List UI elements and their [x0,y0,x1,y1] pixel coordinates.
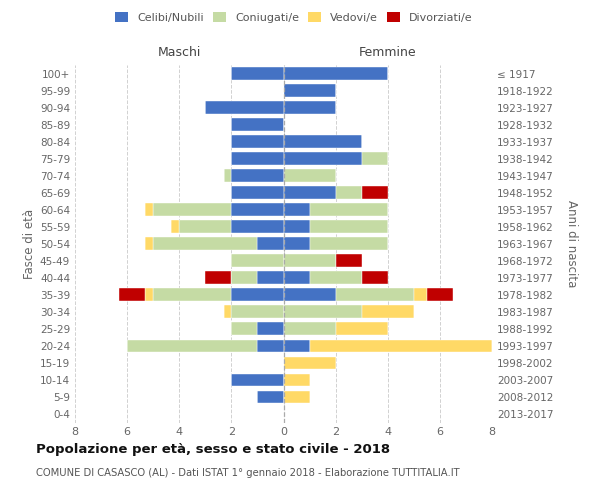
Bar [232,322,257,336]
Bar [310,220,388,233]
Bar [284,135,362,148]
Bar [232,306,284,318]
Text: Femmine: Femmine [359,46,416,59]
Bar [205,272,232,284]
Bar [232,288,284,301]
Bar [205,101,284,114]
Bar [232,272,257,284]
Bar [335,288,414,301]
Bar [414,288,427,301]
Bar [232,67,284,80]
Bar [284,220,310,233]
Bar [284,152,362,165]
Bar [310,340,492,352]
Bar [179,220,232,233]
Bar [257,340,284,352]
Bar [145,238,153,250]
Bar [257,272,284,284]
Bar [224,170,232,182]
Bar [362,272,388,284]
Bar [284,322,335,336]
Bar [362,186,388,199]
Bar [232,220,284,233]
Bar [232,374,284,386]
Bar [224,306,232,318]
Bar [310,204,388,216]
Bar [232,204,284,216]
Bar [284,390,310,404]
Bar [127,340,257,352]
Bar [232,186,284,199]
Bar [284,67,388,80]
Bar [153,238,257,250]
Bar [153,288,232,301]
Bar [172,220,179,233]
Bar [145,204,153,216]
Bar [284,84,335,97]
Bar [427,288,453,301]
Bar [153,204,232,216]
Y-axis label: Fasce di età: Fasce di età [23,208,36,279]
Bar [257,322,284,336]
Bar [310,272,362,284]
Bar [284,186,335,199]
Bar [362,152,388,165]
Legend: Celibi/Nubili, Coniugati/e, Vedovi/e, Divorziati/e: Celibi/Nubili, Coniugati/e, Vedovi/e, Di… [111,8,477,28]
Bar [257,238,284,250]
Bar [362,306,414,318]
Bar [232,170,284,182]
Bar [257,390,284,404]
Text: Popolazione per età, sesso e stato civile - 2018: Popolazione per età, sesso e stato civil… [36,442,390,456]
Bar [232,118,284,131]
Bar [284,254,335,267]
Bar [335,254,362,267]
Bar [284,356,335,370]
Bar [119,288,145,301]
Bar [232,152,284,165]
Bar [310,238,388,250]
Bar [284,272,310,284]
Bar [284,340,310,352]
Bar [284,374,310,386]
Bar [284,288,335,301]
Bar [284,170,335,182]
Text: COMUNE DI CASASCO (AL) - Dati ISTAT 1° gennaio 2018 - Elaborazione TUTTITALIA.IT: COMUNE DI CASASCO (AL) - Dati ISTAT 1° g… [36,468,460,478]
Bar [284,306,362,318]
Bar [284,238,310,250]
Bar [232,254,284,267]
Bar [232,135,284,148]
Bar [284,204,310,216]
Bar [284,101,335,114]
Bar [145,288,153,301]
Bar [335,186,362,199]
Bar [335,322,388,336]
Y-axis label: Anni di nascita: Anni di nascita [565,200,578,288]
Text: Maschi: Maschi [158,46,201,59]
